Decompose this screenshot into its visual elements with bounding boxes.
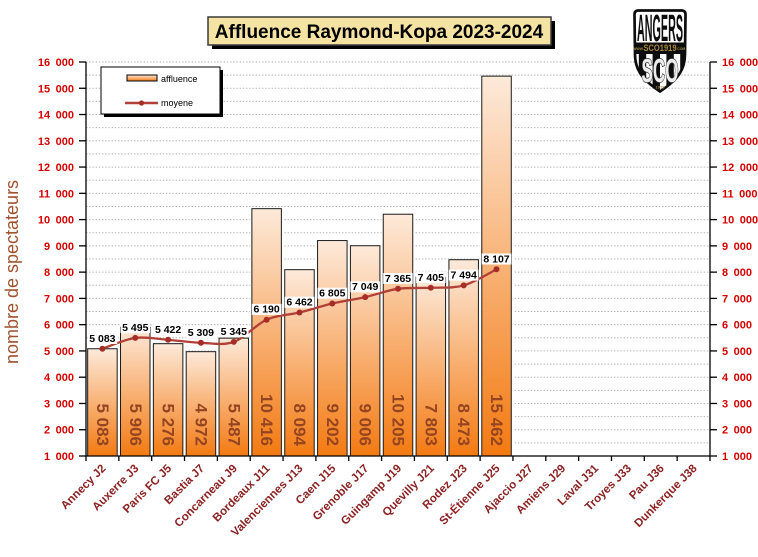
svg-text:6 462: 6 462: [286, 297, 312, 309]
svg-text:4 000: 4 000: [722, 372, 752, 384]
svg-text:5 906: 5 906: [126, 403, 145, 446]
svg-text:7 000: 7 000: [44, 293, 74, 305]
svg-text:5 276: 5 276: [159, 403, 178, 446]
svg-text:ANGERS: ANGERS: [637, 8, 683, 49]
svg-text:7 000: 7 000: [722, 293, 752, 305]
svg-text:6 190: 6 190: [253, 304, 279, 316]
svg-text:8 107: 8 107: [483, 253, 509, 265]
svg-text:3 000: 3 000: [722, 398, 752, 410]
svg-text:10 205: 10 205: [389, 394, 408, 446]
svg-text:13 000: 13 000: [722, 136, 758, 148]
svg-text:7 494: 7 494: [451, 269, 477, 281]
svg-text:nombre de spectateurs: nombre de spectateurs: [2, 180, 22, 364]
svg-text:SCO1919: SCO1919: [644, 43, 677, 53]
svg-text:SCO: SCO: [642, 53, 679, 90]
svg-text:15 000: 15 000: [722, 83, 758, 95]
svg-text:8 094: 8 094: [290, 403, 309, 446]
svg-text:affluence: affluence: [161, 74, 197, 84]
svg-text:12 000: 12 000: [38, 162, 74, 174]
svg-text:1919: 1919: [656, 85, 666, 90]
svg-text:7 365: 7 365: [385, 273, 411, 285]
svg-text:9 000: 9 000: [44, 241, 74, 253]
svg-text:moyene: moyene: [161, 98, 193, 108]
svg-text:16 000: 16 000: [722, 57, 758, 69]
svg-text:1 000: 1 000: [44, 451, 74, 463]
svg-text:8 000: 8 000: [722, 267, 752, 279]
svg-text:5 000: 5 000: [44, 346, 74, 358]
svg-text:7 803: 7 803: [421, 403, 440, 446]
svg-text:2 000: 2 000: [44, 425, 74, 437]
svg-text:10 000: 10 000: [722, 215, 758, 227]
svg-text:6 000: 6 000: [722, 320, 752, 332]
svg-text:14 000: 14 000: [722, 110, 758, 122]
svg-text:3 000: 3 000: [44, 398, 74, 410]
svg-text:4 000: 4 000: [44, 372, 74, 384]
svg-text:2 000: 2 000: [722, 425, 752, 437]
svg-text:15 000: 15 000: [38, 83, 74, 95]
svg-text:6 000: 6 000: [44, 320, 74, 332]
svg-text:7 405: 7 405: [418, 272, 444, 284]
svg-text:8 000: 8 000: [44, 267, 74, 279]
svg-text:WWW.: WWW.: [633, 47, 643, 51]
svg-text:10 416: 10 416: [257, 394, 276, 446]
svg-text:11 000: 11 000: [722, 188, 757, 200]
svg-text:5 309: 5 309: [188, 327, 214, 339]
svg-text:16 000: 16 000: [38, 57, 74, 69]
svg-text:.COM: .COM: [676, 47, 685, 51]
svg-text:5 083: 5 083: [89, 333, 115, 345]
svg-text:1 000: 1 000: [722, 451, 752, 463]
svg-text:13 000: 13 000: [38, 136, 74, 148]
svg-text:7 049: 7 049: [352, 281, 378, 293]
svg-text:5 495: 5 495: [122, 322, 148, 334]
svg-text:9 006: 9 006: [356, 403, 375, 446]
svg-text:6 805: 6 805: [319, 288, 345, 300]
svg-text:10 000: 10 000: [38, 215, 74, 227]
svg-text:15 462: 15 462: [487, 394, 506, 446]
svg-text:12 000: 12 000: [722, 162, 758, 174]
svg-text:5 422: 5 422: [155, 324, 181, 336]
svg-text:Affluence Raymond-Kopa 2023-20: Affluence Raymond-Kopa 2023-2024: [215, 22, 544, 43]
svg-text:14 000: 14 000: [38, 110, 74, 122]
svg-text:9 000: 9 000: [722, 241, 752, 253]
svg-text:4 972: 4 972: [191, 403, 210, 446]
svg-text:11 000: 11 000: [39, 188, 74, 200]
svg-text:8 473: 8 473: [454, 403, 473, 446]
svg-text:5 000: 5 000: [722, 346, 752, 358]
svg-text:5 345: 5 345: [221, 326, 247, 338]
svg-text:5 487: 5 487: [224, 403, 243, 446]
svg-text:5 083: 5 083: [93, 403, 112, 446]
svg-text:9 202: 9 202: [323, 403, 342, 446]
